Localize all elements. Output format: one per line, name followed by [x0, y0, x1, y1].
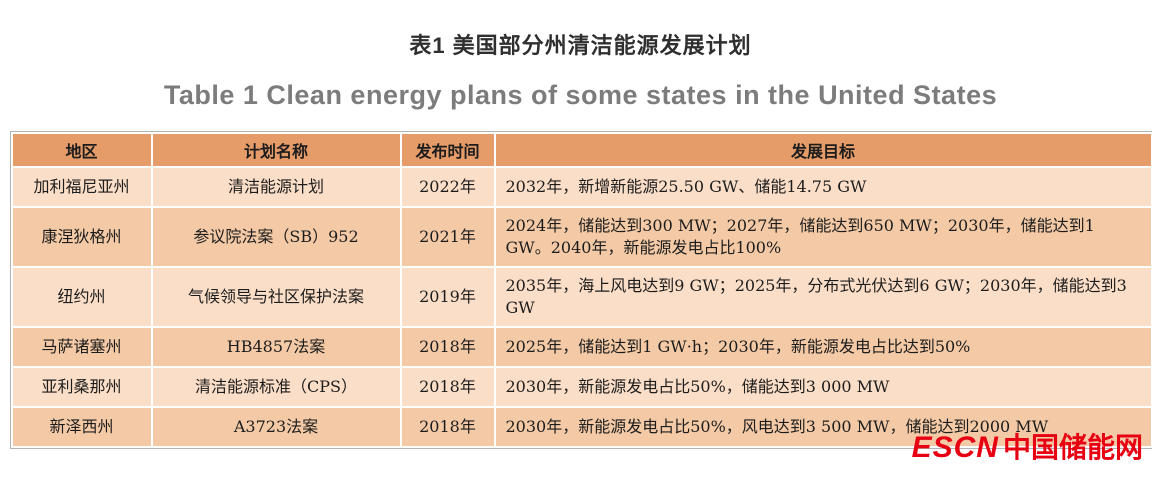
cell-region: 新泽西州	[12, 408, 151, 446]
table-header-row: 地区 计划名称 发布时间 发展目标	[12, 134, 1151, 166]
cell-date: 2019年	[401, 268, 494, 326]
table-row: 康涅狄格州 参议院法案（SB）952 2021年 2024年，储能达到300 M…	[12, 208, 1151, 266]
escn-logo-text: ESCN	[911, 431, 999, 464]
cell-goal: 2025年，储能达到1 GW·h；2030年，新能源发电占比达到50%	[495, 328, 1151, 366]
cell-goal: 2024年，储能达到300 MW；2027年，储能达到650 MW；2030年，…	[495, 208, 1151, 266]
cell-date: 2018年	[401, 328, 494, 366]
table-row: 马萨诸塞州 HB4857法案 2018年 2025年，储能达到1 GW·h；20…	[12, 328, 1151, 366]
cell-plan: 参议院法案（SB）952	[152, 208, 400, 266]
cell-date: 2022年	[401, 168, 494, 206]
cell-region: 亚利桑那州	[12, 368, 151, 406]
cell-plan: 清洁能源计划	[152, 168, 400, 206]
cell-date: 2021年	[401, 208, 494, 266]
cell-region: 康涅狄格州	[12, 208, 151, 266]
table-row: 亚利桑那州 清洁能源标准（CPS） 2018年 2030年，新能源发电占比50%…	[12, 368, 1151, 406]
column-header-release-date: 发布时间	[401, 134, 494, 166]
table-row: 新泽西州 A3723法案 2018年 2030年，新能源发电占比50%，风电达到…	[12, 408, 1151, 446]
cell-goal: 2030年，新能源发电占比50%，储能达到3 000 MW	[495, 368, 1151, 406]
cell-region: 加利福尼亚州	[12, 168, 151, 206]
cell-goal: 2032年，新增新能源25.50 GW、储能14.75 GW	[495, 168, 1151, 206]
cell-plan: HB4857法案	[152, 328, 400, 366]
table-row: 加利福尼亚州 清洁能源计划 2022年 2032年，新增新能源25.50 GW、…	[12, 168, 1151, 206]
cell-date: 2018年	[401, 408, 494, 446]
table-title-english: Table 1 Clean energy plans of some state…	[163, 80, 998, 110]
escn-logo-chinese-text: 中国储能网	[1002, 432, 1143, 463]
table-title-chinese: 表1 美国部分州清洁能源发展计划	[409, 33, 752, 58]
cell-region: 马萨诸塞州	[12, 328, 151, 366]
escn-logo: ESCN 中国储能网	[912, 426, 1143, 466]
column-header-region: 地区	[12, 134, 151, 166]
column-header-development-goal: 发展目标	[495, 134, 1151, 166]
clean-energy-table-wrapper: 地区 计划名称 发布时间 发展目标 加利福尼亚州 清洁能源计划 2022年 20…	[9, 131, 1153, 449]
cell-plan: A3723法案	[152, 408, 400, 446]
clean-energy-table: 地区 计划名称 发布时间 发展目标 加利福尼亚州 清洁能源计划 2022年 20…	[10, 132, 1153, 448]
cell-goal: 2035年，海上风电达到9 GW；2025年，分布式光伏达到6 GW；2030年…	[495, 268, 1151, 326]
table-row: 纽约州 气候领导与社区保护法案 2019年 2035年，海上风电达到9 GW；2…	[12, 268, 1151, 326]
cell-date: 2018年	[401, 368, 494, 406]
cell-goal: 2030年，新能源发电占比50%，风电达到3 500 MW，储能达到2000 M…	[495, 408, 1151, 446]
cell-plan: 清洁能源标准（CPS）	[152, 368, 400, 406]
cell-plan: 气候领导与社区保护法案	[152, 268, 400, 326]
column-header-plan-name: 计划名称	[152, 134, 400, 166]
cell-region: 纽约州	[12, 268, 151, 326]
